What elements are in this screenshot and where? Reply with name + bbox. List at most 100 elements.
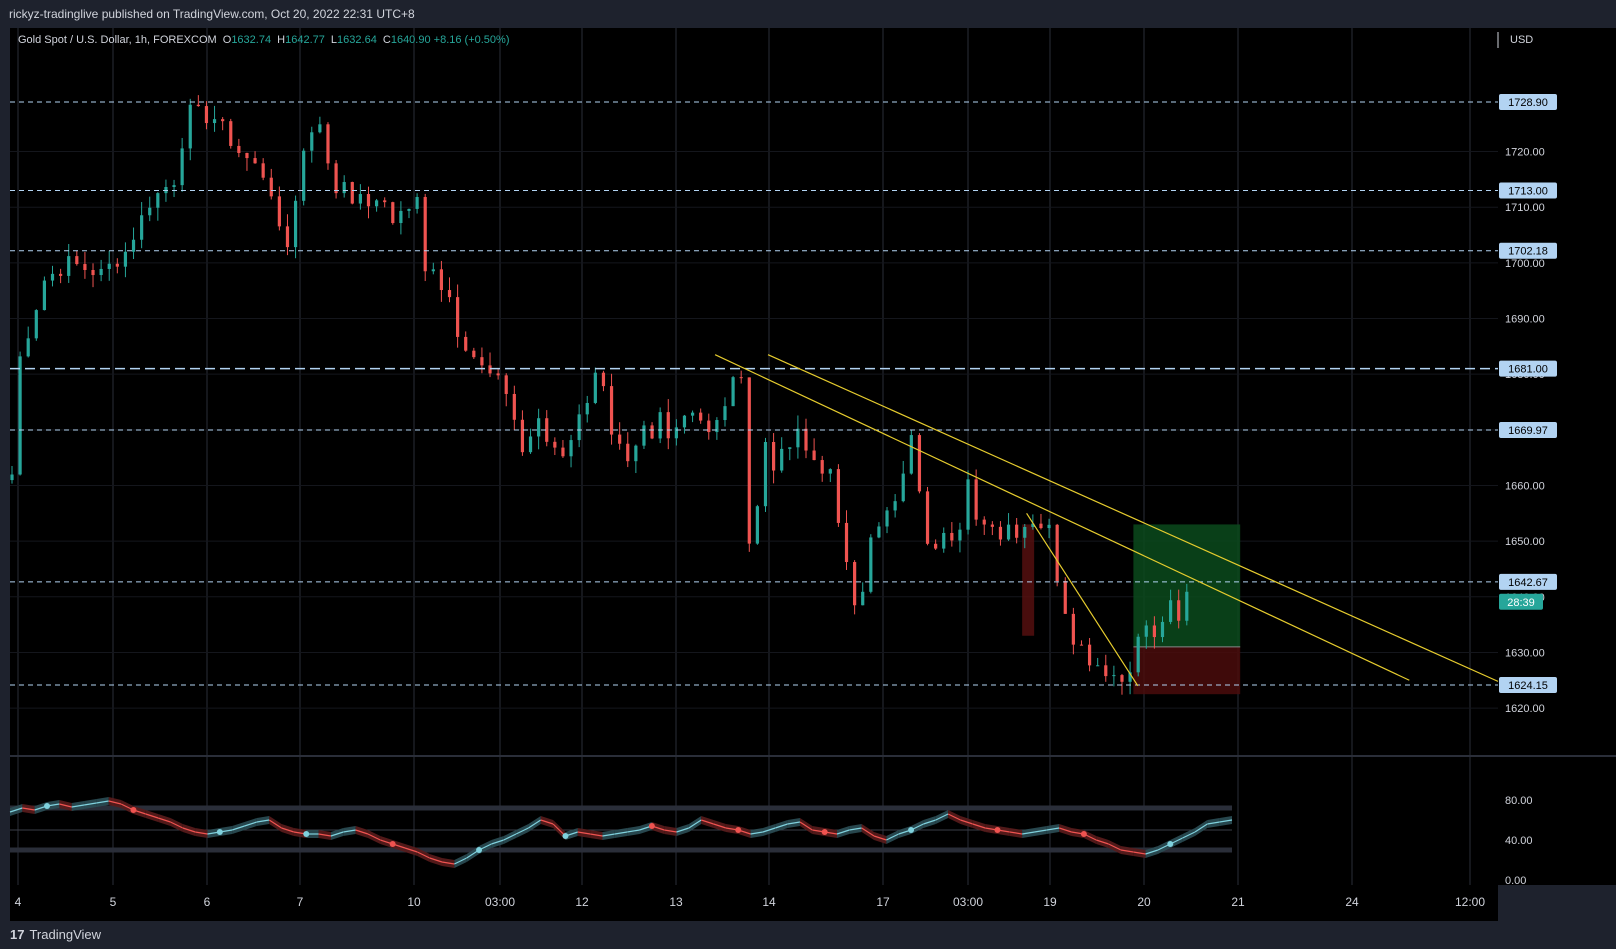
osc-line-segment — [330, 831, 344, 837]
candle-body — [844, 522, 849, 563]
time-axis[interactable]: 4 5 6 7 10 03:00 12 13 14 17 03:00 19 20 21 24 12:00 — [15, 895, 1486, 909]
candle-body — [67, 256, 71, 276]
candle-body — [10, 474, 14, 481]
candle-body — [820, 460, 824, 474]
candle-body — [674, 427, 678, 439]
candle-body — [1071, 613, 1075, 645]
candle-body — [366, 194, 371, 207]
osc-line-segment — [491, 839, 504, 845]
osc-line-segment — [145, 813, 159, 819]
candle-body — [1087, 644, 1092, 666]
candle-body — [966, 479, 970, 530]
oscillator-pane-background — [10, 757, 1498, 885]
osc-line-segment — [775, 823, 788, 829]
candle-body — [391, 202, 395, 224]
time-tick-label: 03:00 — [953, 895, 983, 909]
osc-tick-label: 0.00 — [1505, 875, 1526, 887]
osc-line-segment — [1034, 829, 1047, 833]
candle-body — [1144, 625, 1148, 637]
candle-body — [804, 428, 808, 451]
osc-signal-dot — [389, 841, 396, 847]
candle-body — [780, 448, 784, 471]
candle-body — [423, 197, 427, 272]
candle-body — [447, 290, 452, 298]
candle-body — [934, 543, 938, 549]
level-badge — [1499, 182, 1557, 199]
level-badge — [1499, 94, 1557, 110]
candle-body — [293, 200, 298, 248]
candle-body — [415, 197, 419, 209]
candle-body — [699, 412, 703, 421]
osc-line-segment — [873, 835, 887, 841]
loss-zone — [1133, 646, 1241, 695]
osc-line-segment — [195, 831, 208, 835]
low-value: 1632.64 — [337, 34, 377, 46]
candle-body — [302, 150, 306, 201]
osc-line-segment — [367, 833, 381, 841]
time-tick-label: 7 — [297, 895, 304, 909]
brand-name[interactable]: TradingView — [29, 927, 102, 942]
candle-body — [650, 425, 654, 439]
horizontal-levels[interactable] — [10, 101, 1498, 686]
time-tick-label: 21 — [1231, 895, 1245, 909]
candle-body — [148, 207, 152, 216]
osc-band — [10, 805, 1232, 811]
oscillator-series — [9, 797, 1233, 868]
candle-body — [690, 412, 695, 416]
osc-line-segment — [762, 827, 776, 833]
osc-line-segment — [170, 821, 184, 829]
candle-body — [812, 450, 816, 461]
candle-body — [399, 210, 403, 224]
candle-body — [253, 158, 257, 164]
candle-body — [50, 273, 55, 281]
candle-body — [634, 445, 638, 462]
osc-line-segment — [577, 831, 591, 835]
candle-body — [488, 365, 492, 374]
candle-body — [472, 350, 476, 358]
candle-body — [739, 377, 743, 379]
level-badge — [1499, 360, 1557, 377]
price-axis[interactable]: 1620.001630.001640.001650.001660.001670.… — [1499, 94, 1557, 715]
osc-line-segment — [923, 819, 936, 825]
trendlines[interactable] — [714, 354, 1499, 687]
osc-line-segment — [244, 821, 258, 827]
candle-body — [537, 418, 541, 437]
candle-body — [1096, 665, 1100, 667]
time-tick-label: 17 — [876, 895, 890, 909]
candle-body — [585, 402, 589, 415]
osc-line-segment — [787, 821, 801, 825]
osc-line-segment — [182, 827, 196, 833]
candle-body — [342, 182, 346, 194]
candle-body — [1063, 580, 1067, 614]
candle-body — [1177, 600, 1181, 621]
candle-body — [188, 104, 192, 149]
osc-line-segment — [404, 847, 418, 853]
candle-body — [34, 310, 38, 339]
candle-body — [237, 145, 241, 153]
candle-body — [561, 447, 565, 457]
vertical-grid — [17, 28, 1471, 885]
oscillator-axis[interactable]: 80.00 40.00 0.00 — [1505, 795, 1533, 887]
candle-body — [998, 526, 1003, 540]
osc-line-segment — [972, 823, 986, 829]
candle-body — [1023, 527, 1027, 538]
osc-line-segment — [268, 819, 282, 829]
candle-body — [131, 239, 136, 252]
level-badge — [1499, 573, 1557, 590]
price-tick-label: 1660.00 — [1505, 480, 1545, 492]
osc-line-segment — [1145, 849, 1159, 855]
chart-area[interactable]: 1620.001630.001640.001650.001660.001670.… — [0, 0, 1616, 921]
candle-body — [682, 415, 687, 428]
osc-line-segment — [688, 819, 702, 829]
candle-body — [828, 469, 832, 474]
osc-line-segment — [256, 819, 270, 823]
osc-line-segment — [318, 833, 332, 837]
candle-body — [99, 268, 103, 276]
close-value: 1640.90 — [390, 34, 431, 46]
osc-line-segment — [614, 831, 628, 835]
candle-body — [658, 412, 662, 439]
tradingview-logo-icon[interactable]: 17 — [10, 927, 25, 942]
level-badge-label: 1681.00 — [1508, 364, 1548, 376]
price-tick-label: 1720.00 — [1505, 147, 1545, 159]
time-axis-background — [10, 885, 1498, 921]
